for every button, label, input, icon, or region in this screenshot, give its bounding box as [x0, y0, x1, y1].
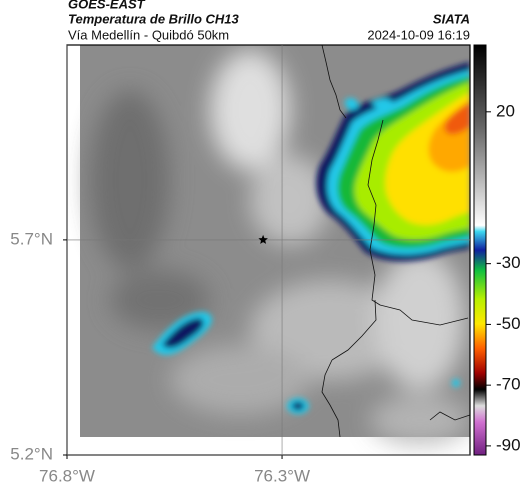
source: GOES-EAST — [68, 0, 146, 11]
colorbar-tick-label: -70 — [496, 375, 521, 394]
colorbar — [473, 44, 487, 456]
subtitle: Vía Medellín - Quibdó 50km — [68, 27, 229, 42]
timestamp: 2024-10-09 16:19 — [367, 27, 470, 42]
colorbar-tick-label: 20 — [496, 101, 515, 120]
y-tick-label: 5.2°N — [10, 444, 53, 463]
x-tick-label: 76.8°W — [39, 466, 95, 485]
location-marker — [258, 234, 268, 244]
colorbar-tick-label: -50 — [496, 314, 521, 333]
colorbar-tick-label: -90 — [496, 435, 521, 454]
brand: SIATA — [433, 11, 470, 26]
x-tick-label: 76.3°W — [254, 466, 310, 485]
title: Temperatura de Brillo CH13 — [68, 11, 240, 26]
satellite-image — [80, 45, 470, 445]
y-tick-label: 5.7°N — [10, 229, 53, 248]
colorbar-tick-label: -30 — [496, 253, 521, 272]
